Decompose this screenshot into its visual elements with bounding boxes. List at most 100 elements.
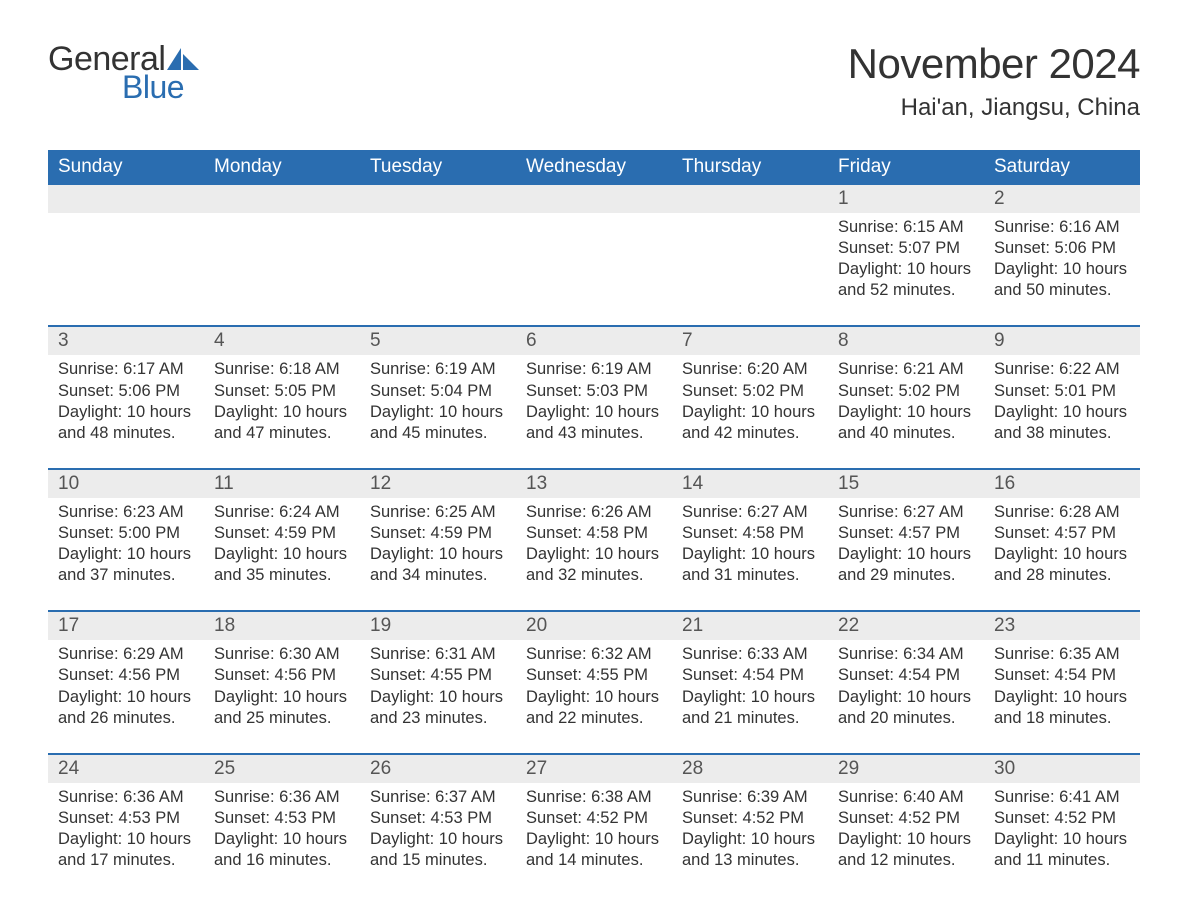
calendar-week: 17181920212223Sunrise: 6:29 AMSunset: 4:… xyxy=(48,610,1140,752)
sunset-line: Sunset: 5:02 PM xyxy=(682,381,818,402)
daylight-line-1: Daylight: 10 hours xyxy=(370,829,506,850)
daylight-line-1: Daylight: 10 hours xyxy=(214,829,350,850)
day-number: 28 xyxy=(672,755,828,783)
daylight-line-1: Daylight: 10 hours xyxy=(58,402,194,423)
daylight-line-2: and 29 minutes. xyxy=(838,565,974,586)
day-number: 17 xyxy=(48,612,204,640)
day-number: 8 xyxy=(828,327,984,355)
calendar-week: 10111213141516Sunrise: 6:23 AMSunset: 5:… xyxy=(48,468,1140,610)
calendar-cell: Sunrise: 6:17 AMSunset: 5:06 PMDaylight:… xyxy=(48,355,204,467)
calendar-cell: Sunrise: 6:33 AMSunset: 4:54 PMDaylight:… xyxy=(672,640,828,752)
calendar-cell: Sunrise: 6:15 AMSunset: 5:07 PMDaylight:… xyxy=(828,213,984,325)
daylight-line-1: Daylight: 10 hours xyxy=(214,544,350,565)
day-number: 11 xyxy=(204,470,360,498)
daylight-line-1: Daylight: 10 hours xyxy=(58,544,194,565)
daylight-line-1: Daylight: 10 hours xyxy=(838,402,974,423)
calendar-cell: Sunrise: 6:20 AMSunset: 5:02 PMDaylight:… xyxy=(672,355,828,467)
daylight-line-2: and 14 minutes. xyxy=(526,850,662,871)
sunrise-line: Sunrise: 6:36 AM xyxy=(214,787,350,808)
daylight-line-2: and 34 minutes. xyxy=(370,565,506,586)
dow-friday: Friday xyxy=(828,150,984,185)
calendar-cell: Sunrise: 6:36 AMSunset: 4:53 PMDaylight:… xyxy=(204,783,360,895)
calendar-cell xyxy=(204,213,360,325)
daylight-line-2: and 12 minutes. xyxy=(838,850,974,871)
day-number: 19 xyxy=(360,612,516,640)
daylight-line-1: Daylight: 10 hours xyxy=(682,687,818,708)
daylight-line-1: Daylight: 10 hours xyxy=(58,829,194,850)
daylight-line-1: Daylight: 10 hours xyxy=(994,544,1130,565)
day-number xyxy=(48,185,204,213)
dow-sunday: Sunday xyxy=(48,150,204,185)
sunset-line: Sunset: 5:07 PM xyxy=(838,238,974,259)
daylight-line-2: and 50 minutes. xyxy=(994,280,1130,301)
day-number: 7 xyxy=(672,327,828,355)
daylight-line-1: Daylight: 10 hours xyxy=(838,829,974,850)
sunrise-line: Sunrise: 6:21 AM xyxy=(838,359,974,380)
daylight-line-1: Daylight: 10 hours xyxy=(526,402,662,423)
daylight-line-1: Daylight: 10 hours xyxy=(526,829,662,850)
calendar-cell: Sunrise: 6:40 AMSunset: 4:52 PMDaylight:… xyxy=(828,783,984,895)
calendar-cell: Sunrise: 6:29 AMSunset: 4:56 PMDaylight:… xyxy=(48,640,204,752)
daylight-line-1: Daylight: 10 hours xyxy=(994,259,1130,280)
sunrise-line: Sunrise: 6:26 AM xyxy=(526,502,662,523)
day-of-week-header: Sunday Monday Tuesday Wednesday Thursday… xyxy=(48,150,1140,185)
calendar-cell xyxy=(672,213,828,325)
sunset-line: Sunset: 5:02 PM xyxy=(838,381,974,402)
daylight-line-2: and 25 minutes. xyxy=(214,708,350,729)
calendar-cell: Sunrise: 6:36 AMSunset: 4:53 PMDaylight:… xyxy=(48,783,204,895)
day-number-band: 10111213141516 xyxy=(48,470,1140,498)
sunset-line: Sunset: 4:53 PM xyxy=(370,808,506,829)
sunset-line: Sunset: 4:58 PM xyxy=(682,523,818,544)
sunrise-line: Sunrise: 6:38 AM xyxy=(526,787,662,808)
dow-saturday: Saturday xyxy=(984,150,1140,185)
sunrise-line: Sunrise: 6:18 AM xyxy=(214,359,350,380)
daylight-line-1: Daylight: 10 hours xyxy=(370,402,506,423)
calendar-cell xyxy=(48,213,204,325)
calendar-cell: Sunrise: 6:30 AMSunset: 4:56 PMDaylight:… xyxy=(204,640,360,752)
dow-monday: Monday xyxy=(204,150,360,185)
calendar-cell: Sunrise: 6:27 AMSunset: 4:58 PMDaylight:… xyxy=(672,498,828,610)
sunset-line: Sunset: 4:56 PM xyxy=(58,665,194,686)
daylight-line-2: and 47 minutes. xyxy=(214,423,350,444)
sunset-line: Sunset: 5:00 PM xyxy=(58,523,194,544)
sunset-line: Sunset: 5:01 PM xyxy=(994,381,1130,402)
sunrise-line: Sunrise: 6:33 AM xyxy=(682,644,818,665)
daylight-line-2: and 18 minutes. xyxy=(994,708,1130,729)
month-title: November 2024 xyxy=(848,40,1140,88)
calendar-cell: Sunrise: 6:26 AMSunset: 4:58 PMDaylight:… xyxy=(516,498,672,610)
day-number: 30 xyxy=(984,755,1140,783)
day-number xyxy=(360,185,516,213)
day-number: 21 xyxy=(672,612,828,640)
daylight-line-2: and 28 minutes. xyxy=(994,565,1130,586)
sunset-line: Sunset: 5:06 PM xyxy=(994,238,1130,259)
daylight-line-2: and 32 minutes. xyxy=(526,565,662,586)
daylight-line-2: and 20 minutes. xyxy=(838,708,974,729)
calendar-cell: Sunrise: 6:37 AMSunset: 4:53 PMDaylight:… xyxy=(360,783,516,895)
calendar-cell: Sunrise: 6:28 AMSunset: 4:57 PMDaylight:… xyxy=(984,498,1140,610)
day-number: 20 xyxy=(516,612,672,640)
day-number: 13 xyxy=(516,470,672,498)
sunset-line: Sunset: 4:52 PM xyxy=(994,808,1130,829)
day-number-band: 3456789 xyxy=(48,327,1140,355)
calendar-cell: Sunrise: 6:34 AMSunset: 4:54 PMDaylight:… xyxy=(828,640,984,752)
calendar-cell: Sunrise: 6:23 AMSunset: 5:00 PMDaylight:… xyxy=(48,498,204,610)
daylight-line-2: and 42 minutes. xyxy=(682,423,818,444)
sunrise-line: Sunrise: 6:40 AM xyxy=(838,787,974,808)
calendar-cell xyxy=(516,213,672,325)
day-number-band: 12 xyxy=(48,185,1140,213)
day-number: 10 xyxy=(48,470,204,498)
daylight-line-2: and 16 minutes. xyxy=(214,850,350,871)
day-number: 16 xyxy=(984,470,1140,498)
sunrise-line: Sunrise: 6:30 AM xyxy=(214,644,350,665)
sunrise-line: Sunrise: 6:19 AM xyxy=(370,359,506,380)
sunrise-line: Sunrise: 6:31 AM xyxy=(370,644,506,665)
daylight-line-2: and 13 minutes. xyxy=(682,850,818,871)
sunrise-line: Sunrise: 6:28 AM xyxy=(994,502,1130,523)
daylight-line-2: and 35 minutes. xyxy=(214,565,350,586)
daylight-line-1: Daylight: 10 hours xyxy=(838,544,974,565)
daylight-line-2: and 37 minutes. xyxy=(58,565,194,586)
sunset-line: Sunset: 4:52 PM xyxy=(682,808,818,829)
daylight-line-1: Daylight: 10 hours xyxy=(526,687,662,708)
daylight-line-2: and 38 minutes. xyxy=(994,423,1130,444)
calendar-cell: Sunrise: 6:21 AMSunset: 5:02 PMDaylight:… xyxy=(828,355,984,467)
